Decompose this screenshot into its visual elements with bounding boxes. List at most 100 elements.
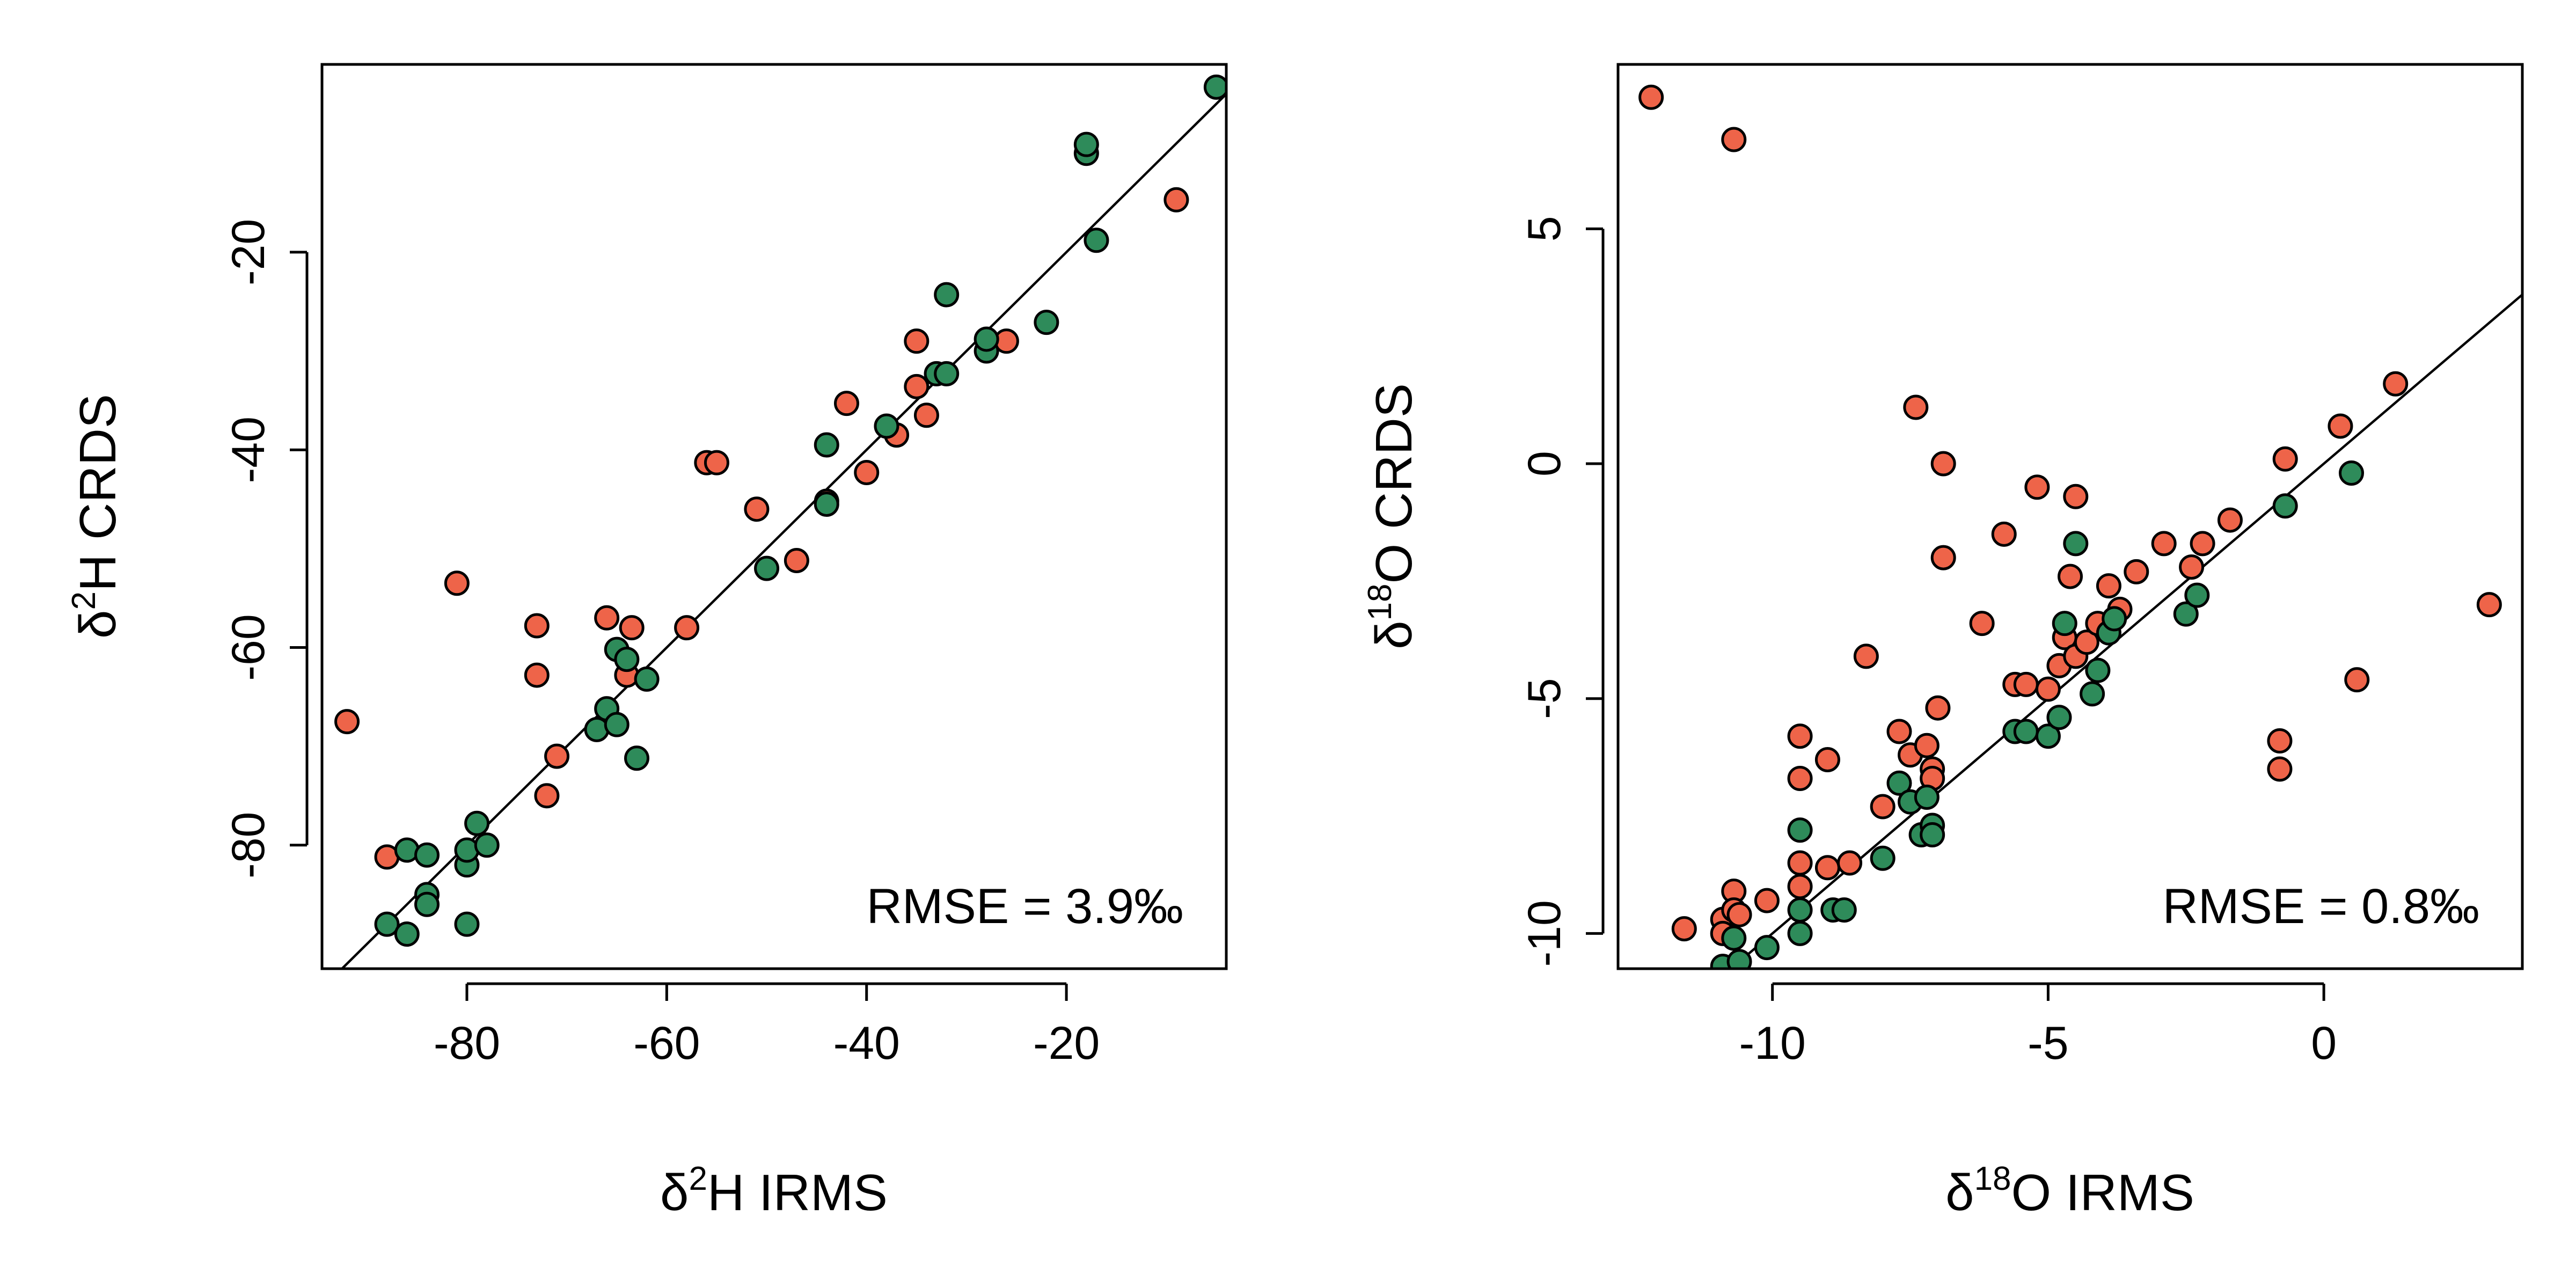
point-red-38 bbox=[2074, 630, 2099, 655]
point-green-27 bbox=[1034, 310, 1059, 335]
point-red-0 bbox=[1638, 84, 1664, 110]
point-red-36 bbox=[2063, 484, 2089, 509]
point-green-9 bbox=[464, 810, 490, 836]
x-axis-d18o: -10 -5 0 bbox=[1739, 982, 2337, 1069]
point-red-19 bbox=[904, 374, 930, 399]
point-red-52 bbox=[2383, 371, 2409, 397]
x-tick-label: -40 bbox=[833, 1018, 900, 1069]
x-tick-label: -10 bbox=[1739, 1018, 1806, 1069]
point-red-16 bbox=[1853, 643, 1879, 669]
point-red-17 bbox=[854, 460, 880, 486]
point-green-18 bbox=[2013, 719, 2039, 744]
point-green-20 bbox=[814, 432, 839, 458]
point-green-22 bbox=[2063, 531, 2089, 557]
point-red-1 bbox=[1721, 127, 1747, 152]
point-green-17 bbox=[634, 666, 660, 692]
point-red-30 bbox=[2013, 671, 2039, 697]
point-red-8 bbox=[1754, 888, 1780, 913]
point-red-20 bbox=[1903, 394, 1929, 420]
y-axis-d18o: -10 -5 0 5 bbox=[1519, 216, 1605, 967]
point-green-30 bbox=[1084, 228, 1109, 253]
point-red-0 bbox=[334, 709, 360, 735]
point-green-19 bbox=[2035, 723, 2061, 749]
y-tick-label: -60 bbox=[223, 614, 274, 680]
point-green-5 bbox=[1787, 920, 1813, 946]
points-d2h bbox=[334, 74, 1226, 947]
point-red-18 bbox=[1886, 719, 1912, 744]
point-green-26 bbox=[2102, 606, 2127, 632]
y-axis-title-d2h: δ2H CRDS bbox=[65, 394, 127, 639]
y-axis-title-d18o: δ18O CRDS bbox=[1362, 383, 1423, 649]
point-green-26 bbox=[974, 326, 999, 352]
point-red-12 bbox=[704, 450, 729, 475]
point-red-28 bbox=[1991, 521, 2017, 547]
point-red-21 bbox=[1914, 733, 1940, 758]
point-green-19 bbox=[814, 491, 839, 517]
x-axis-d2h: -80 -60 -40 -20 bbox=[434, 982, 1100, 1069]
x-axis-title-d18o: δ18O IRMS bbox=[1945, 1160, 2194, 1221]
point-green-7 bbox=[1787, 817, 1813, 843]
plot-frame-d2h bbox=[320, 63, 1228, 970]
point-red-11 bbox=[1787, 874, 1813, 899]
fit-line-d18o bbox=[1729, 294, 2522, 969]
point-red-53 bbox=[2476, 592, 2502, 618]
point-red-50 bbox=[2328, 413, 2353, 439]
point-red-2 bbox=[1671, 916, 1697, 942]
point-red-26 bbox=[1930, 545, 1956, 570]
chart-d2h: -80 -60 -40 -20 -80 -60 -40 -20 RMSE = 3.9‰ δ2… bbox=[65, 63, 1228, 1221]
y-tick-label: -10 bbox=[1519, 900, 1570, 967]
point-red-17 bbox=[1870, 794, 1896, 819]
point-green-1 bbox=[394, 921, 420, 947]
point-red-45 bbox=[2190, 531, 2215, 557]
point-green-14 bbox=[604, 712, 630, 737]
plot-frame-d18o bbox=[1616, 63, 2524, 970]
point-red-43 bbox=[2151, 531, 2177, 557]
x-tick-label: -60 bbox=[633, 1018, 700, 1069]
point-red-16 bbox=[833, 391, 859, 416]
point-red-51 bbox=[2344, 667, 2370, 693]
point-green-16 bbox=[1920, 822, 1945, 848]
point-red-7 bbox=[594, 605, 620, 631]
point-red-13 bbox=[1814, 747, 1840, 772]
points-d18o bbox=[1638, 84, 2502, 969]
y-tick-label: -80 bbox=[223, 812, 274, 879]
point-green-23 bbox=[934, 361, 960, 386]
point-red-13 bbox=[744, 496, 770, 522]
point-red-42 bbox=[2124, 559, 2149, 584]
point-red-6 bbox=[544, 743, 570, 769]
point-red-27 bbox=[1969, 611, 1995, 636]
point-green-9 bbox=[1831, 897, 1857, 923]
point-red-20 bbox=[904, 328, 930, 354]
y-tick-label: -20 bbox=[223, 219, 274, 286]
point-green-24 bbox=[934, 282, 960, 308]
point-green-6 bbox=[1787, 897, 1813, 923]
point-red-14 bbox=[1814, 855, 1840, 881]
x-tick-label: 0 bbox=[2311, 1018, 2337, 1069]
point-green-29 bbox=[2272, 493, 2298, 519]
point-red-3 bbox=[524, 613, 550, 639]
x-tick-label: -20 bbox=[1033, 1018, 1100, 1069]
point-red-14 bbox=[784, 547, 809, 573]
point-red-31 bbox=[2024, 474, 2050, 500]
point-red-7 bbox=[1726, 902, 1752, 927]
point-green-30 bbox=[2338, 460, 2364, 486]
point-green-18 bbox=[754, 555, 780, 581]
point-green-15 bbox=[614, 647, 640, 672]
y-tick-label: -5 bbox=[1519, 678, 1570, 719]
point-green-10 bbox=[474, 832, 500, 858]
point-red-12 bbox=[1787, 850, 1813, 876]
point-red-21 bbox=[913, 402, 939, 428]
rmse-annotation-d18o: RMSE = 0.8‰ bbox=[2162, 879, 2479, 934]
point-green-2 bbox=[1721, 925, 1747, 951]
point-red-9 bbox=[1787, 723, 1813, 749]
point-green-3 bbox=[1726, 949, 1752, 969]
chart-d18o: -10 -5 0 -10 -5 0 5 RMSE = 0.8‰ δ18O IRMS δ18… bbox=[1362, 63, 2524, 1221]
x-tick-label: -5 bbox=[2028, 1018, 2068, 1069]
point-green-24 bbox=[2085, 657, 2111, 683]
point-red-4 bbox=[524, 662, 550, 688]
point-red-35 bbox=[2058, 564, 2083, 589]
point-red-24 bbox=[1925, 695, 1951, 721]
point-red-2 bbox=[444, 570, 470, 596]
point-red-10 bbox=[674, 615, 700, 641]
point-red-49 bbox=[2272, 446, 2298, 472]
